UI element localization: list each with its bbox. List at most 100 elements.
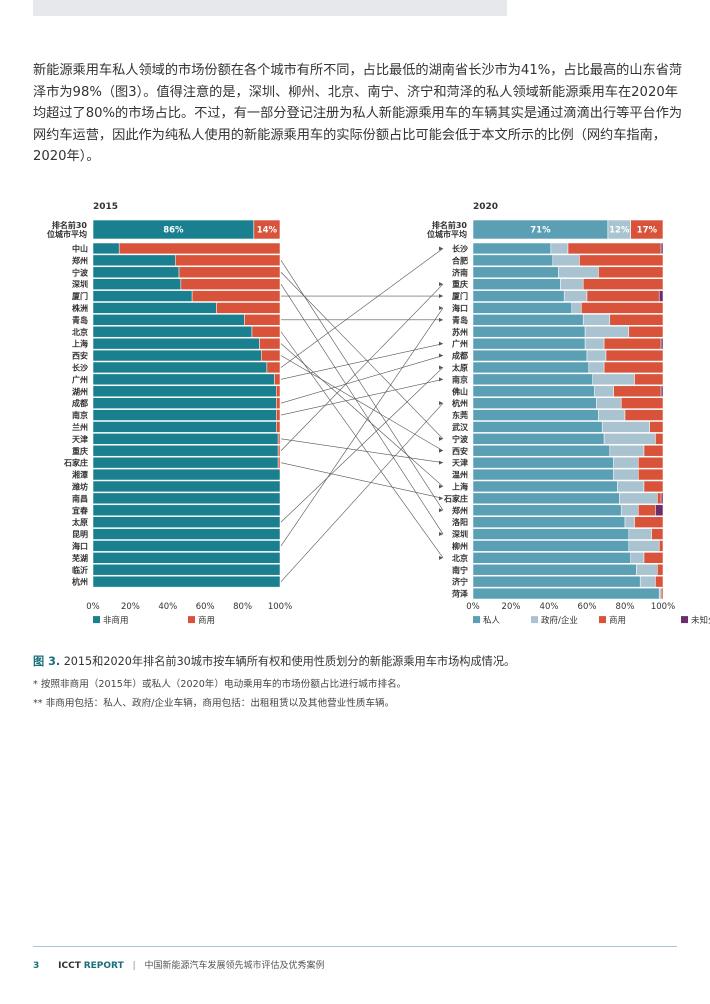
bar-2020-重庆-政府/企业 bbox=[560, 278, 584, 290]
bar-2020-南京-商用 bbox=[634, 373, 664, 386]
city-label-2015: 杭州 bbox=[72, 577, 88, 587]
city-label-2020: 长沙 bbox=[452, 243, 468, 253]
connector-arrowhead bbox=[439, 508, 443, 513]
bar-2015-深圳-非商用 bbox=[92, 278, 182, 290]
bar-2020-合肥-私人 bbox=[472, 254, 554, 267]
city-label-2020: 重庆 bbox=[452, 279, 468, 289]
bar-2020-成都-政府/企业 bbox=[586, 349, 607, 362]
bar-2015-青岛-商用 bbox=[244, 314, 281, 326]
city-label-2015: 南昌 bbox=[72, 493, 88, 503]
avg-bar-2015-商用 bbox=[253, 219, 281, 240]
city-label-2020: 上海 bbox=[452, 481, 468, 491]
connector-line bbox=[280, 272, 444, 440]
x-tick-label-2020: 0% bbox=[466, 602, 480, 612]
city-label-2020: 杭州 bbox=[452, 398, 468, 408]
bar-2020-南宁-私人 bbox=[472, 564, 637, 576]
legend-swatch-2020 bbox=[473, 616, 480, 624]
connector-line bbox=[280, 367, 444, 523]
city-label-2015: 太原 bbox=[71, 517, 88, 527]
x-tick-label-2020: 100% bbox=[651, 602, 675, 612]
bar-2015-厦门-商用 bbox=[191, 290, 281, 302]
bar-2020-温州-政府/企业 bbox=[613, 468, 639, 481]
bar-2020-长沙-政府/企业 bbox=[550, 242, 569, 255]
footnote-1: * 按照非商用（2015年）或私人（2020年）电动乘用车的市场份额占比进行城市… bbox=[33, 679, 407, 690]
bar-2015-天津-非商用 bbox=[92, 433, 279, 445]
bar-2020-厦门-商用 bbox=[586, 290, 660, 302]
bar-2020-海口-私人 bbox=[472, 302, 573, 314]
avg-value-label-2020: 71% bbox=[530, 226, 551, 236]
bar-2020-海口-政府/企业 bbox=[571, 302, 582, 314]
bar-2020-东莞-商用 bbox=[624, 409, 664, 421]
figure-caption: 图 3. 2015和2020年排名前30城市按车辆所有权和使用性质划分的新能源乘… bbox=[33, 653, 683, 669]
bar-2015-郑州-商用 bbox=[175, 254, 281, 267]
city-label-2020: 济南 bbox=[452, 267, 468, 277]
x-tick-label-2020: 40% bbox=[540, 602, 559, 612]
bar-2015-重庆-商用 bbox=[277, 445, 281, 457]
connector-arrowhead bbox=[439, 532, 443, 537]
bar-2015-兰州-商用 bbox=[276, 421, 281, 433]
bar-2020-长沙-商用 bbox=[567, 242, 662, 255]
bar-2020-厦门-私人 bbox=[472, 290, 565, 302]
city-label-2015: 石家庄 bbox=[63, 458, 88, 468]
city-label-2020: 洛阳 bbox=[452, 517, 468, 527]
bar-2015-西安-商用 bbox=[261, 349, 281, 362]
avg-value-label-2015: 86% bbox=[163, 226, 184, 236]
year-title-2020: 2020 bbox=[473, 202, 498, 212]
bar-2015-北京-商用 bbox=[251, 326, 281, 338]
city-label-2020: 厦门 bbox=[452, 291, 468, 301]
legend-swatch-2015 bbox=[188, 616, 195, 624]
avg-label-2020: 位城市平均 bbox=[427, 229, 467, 239]
bar-2015-重庆-非商用 bbox=[92, 445, 279, 457]
avg-value-label-2015: 14% bbox=[257, 226, 278, 236]
connector-arrowhead bbox=[439, 353, 443, 358]
bar-2020-海口-商用 bbox=[581, 302, 664, 314]
connector-arrowhead bbox=[439, 365, 443, 370]
connector-arrowhead bbox=[439, 436, 443, 441]
bar-2020-东莞-私人 bbox=[472, 409, 599, 421]
bar-2020-杭州-商用 bbox=[620, 397, 664, 409]
bar-2020-郑州-政府/企业 bbox=[620, 504, 639, 516]
bar-2020-武汉-商用 bbox=[649, 421, 664, 433]
connector-line bbox=[280, 438, 444, 463]
bar-2020-济宁-政府/企业 bbox=[639, 575, 656, 588]
bar-2015-潍坊-非商用 bbox=[92, 480, 281, 493]
bar-2020-菏泽-政府/企业 bbox=[658, 587, 662, 600]
bar-2020-佛山-私人 bbox=[472, 385, 595, 397]
city-label-2015: 宜春 bbox=[72, 505, 88, 515]
city-label-2015: 郑州 bbox=[72, 255, 88, 265]
connector-line bbox=[280, 402, 444, 582]
bar-2015-郑州-非商用 bbox=[92, 254, 176, 267]
bar-2020-佛山-未知分类 bbox=[660, 385, 664, 397]
connector-arrowhead bbox=[439, 496, 443, 501]
bar-2020-济南-商用 bbox=[598, 266, 664, 278]
bar-2015-西安-非商用 bbox=[92, 349, 262, 362]
bar-2020-石家庄-商用 bbox=[657, 492, 662, 505]
bar-2020-柳州-商用 bbox=[658, 540, 664, 552]
bar-2020-温州-私人 bbox=[472, 468, 614, 481]
connector-line bbox=[280, 462, 444, 499]
connector-arrowhead bbox=[439, 317, 443, 322]
bar-2020-柳州-私人 bbox=[472, 540, 630, 552]
bar-2020-郑州-私人 bbox=[472, 504, 622, 516]
city-label-2015: 南京 bbox=[72, 410, 88, 420]
bar-2020-深圳-政府/企业 bbox=[628, 528, 652, 540]
bar-2015-成都-非商用 bbox=[92, 397, 277, 409]
bar-2020-南宁-政府/企业 bbox=[636, 564, 658, 576]
city-label-2020: 武汉 bbox=[452, 422, 469, 432]
connector-arrowhead bbox=[439, 294, 443, 299]
bar-2020-柳州-政府/企业 bbox=[628, 540, 660, 552]
bar-2020-苏州-商用 bbox=[628, 326, 664, 338]
bar-2015-芜湖-非商用 bbox=[92, 552, 281, 564]
bar-2020-宁波-商用 bbox=[655, 433, 664, 445]
bar-2015-湖州-非商用 bbox=[92, 385, 277, 397]
city-label-2015: 兰州 bbox=[72, 422, 88, 432]
bar-2020-济南-私人 bbox=[472, 266, 559, 278]
bar-2020-佛山-政府/企业 bbox=[594, 385, 614, 397]
city-label-2020: 南京 bbox=[452, 374, 468, 384]
city-label-2020: 北京 bbox=[452, 553, 468, 563]
avg-value-label-2020: 17% bbox=[637, 226, 658, 236]
city-label-2020: 青岛 bbox=[452, 315, 468, 325]
city-label-2020: 深圳 bbox=[452, 529, 468, 539]
page-number: 3 bbox=[33, 961, 40, 971]
